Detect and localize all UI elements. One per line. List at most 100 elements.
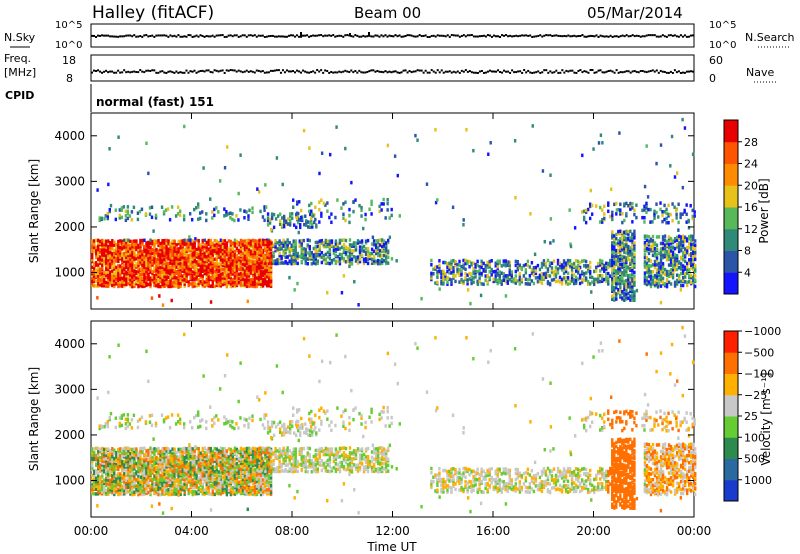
power-cell xyxy=(643,234,647,238)
power-cell xyxy=(354,255,358,260)
velocity-cell xyxy=(129,464,132,469)
power-cell xyxy=(360,208,363,212)
power-cell xyxy=(139,281,142,286)
power-cell xyxy=(151,256,154,260)
power-cell xyxy=(318,239,322,243)
power-cell xyxy=(623,230,626,234)
power-cell xyxy=(135,281,138,286)
power-cell xyxy=(647,263,651,268)
power-cell xyxy=(627,203,630,208)
power-cell xyxy=(256,187,259,191)
power-cell xyxy=(213,245,217,250)
power-cell xyxy=(235,246,239,251)
power-y-tick-label: 3000 xyxy=(54,174,85,188)
power-cell xyxy=(201,245,204,249)
freq-left-label-1: Freq. xyxy=(4,52,31,65)
power-cell xyxy=(393,154,397,158)
power-cell xyxy=(322,242,326,247)
power-cell xyxy=(621,278,624,283)
freq-point xyxy=(356,71,359,74)
power-cell xyxy=(269,251,273,255)
noise-point xyxy=(215,34,218,37)
power-cell xyxy=(691,275,695,280)
velocity-cell xyxy=(103,491,106,496)
power-cell xyxy=(384,249,388,253)
power-cell xyxy=(225,268,229,272)
power-cell xyxy=(177,261,180,266)
power-cell xyxy=(203,251,206,256)
power-cell xyxy=(171,263,174,268)
power-cell xyxy=(320,251,324,255)
power-cell xyxy=(436,280,439,285)
power-cell xyxy=(215,239,219,243)
power-cell xyxy=(649,278,653,282)
power-cell xyxy=(550,267,554,272)
power-cell xyxy=(595,204,598,208)
power-cell xyxy=(308,244,311,249)
power-cell xyxy=(586,269,590,274)
power-cell xyxy=(113,260,116,264)
power-cell xyxy=(161,255,164,260)
freq-point xyxy=(495,70,498,73)
power-cell xyxy=(360,248,364,253)
power-cell xyxy=(673,205,676,209)
noise-point xyxy=(499,35,502,38)
power-cell xyxy=(209,238,212,243)
velocity-cell xyxy=(123,446,126,451)
freq-point xyxy=(537,70,540,73)
power-cell xyxy=(625,201,628,206)
power-cell xyxy=(613,269,616,273)
power-cell xyxy=(191,253,194,257)
velocity-cell xyxy=(99,490,102,495)
power-cell xyxy=(136,211,140,215)
power-cell xyxy=(171,261,174,266)
power-cell xyxy=(251,247,255,251)
power-cell xyxy=(93,263,96,268)
power-cell xyxy=(544,271,548,276)
power-cell xyxy=(661,210,664,214)
power-cell xyxy=(135,239,138,243)
power-cell xyxy=(667,280,671,285)
power-cell xyxy=(163,257,166,262)
power-cell xyxy=(233,271,237,275)
power-cell xyxy=(572,278,576,282)
velocity-cell xyxy=(97,449,100,453)
power-cell xyxy=(111,241,114,245)
noise-point xyxy=(125,34,128,37)
power-cell xyxy=(237,250,241,255)
power-cell xyxy=(316,261,320,266)
velocity-cell xyxy=(101,461,104,465)
noise-point xyxy=(515,34,518,37)
freq-point xyxy=(513,71,516,74)
power-cell xyxy=(647,280,651,284)
cpid-label: CPID xyxy=(5,89,34,102)
power-cell xyxy=(582,259,586,263)
power-cell xyxy=(113,282,116,286)
power-cell xyxy=(577,267,581,271)
power-cell xyxy=(623,295,626,299)
freq-point xyxy=(651,69,654,72)
freq-point xyxy=(217,70,220,73)
power-cell xyxy=(623,246,626,251)
power-cell xyxy=(665,258,669,262)
power-cell xyxy=(117,251,120,256)
power-cell xyxy=(246,299,249,304)
power-cell xyxy=(257,282,261,286)
power-cell xyxy=(611,282,614,286)
power-cell xyxy=(613,265,616,269)
power-cell xyxy=(149,270,152,274)
power-cell xyxy=(588,260,592,265)
noise-point xyxy=(460,34,463,37)
power-cell xyxy=(195,247,198,252)
power-cell xyxy=(181,264,184,268)
noise-point xyxy=(541,35,544,38)
power-cell xyxy=(677,265,681,270)
power-cell xyxy=(498,276,501,280)
power-cell xyxy=(191,247,194,252)
power-cell xyxy=(452,259,455,263)
power-cell xyxy=(145,241,148,245)
power-cell xyxy=(649,247,653,252)
power-cell xyxy=(588,204,592,209)
power-cell xyxy=(653,246,657,251)
power-cell xyxy=(261,284,265,288)
